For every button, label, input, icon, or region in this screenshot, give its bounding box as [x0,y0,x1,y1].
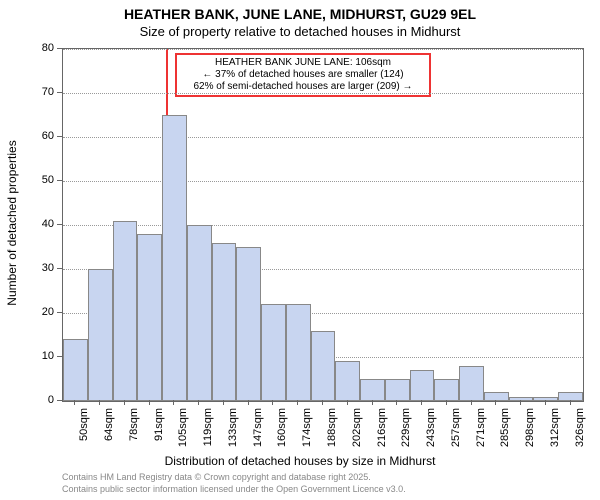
x-tick-label: 160sqm [276,408,288,458]
y-tick [57,48,62,49]
histogram-bar [261,304,286,401]
y-tick-label: 60 [30,130,54,142]
y-tick [57,312,62,313]
x-tick [99,400,100,405]
x-tick-label: 50sqm [78,408,90,458]
x-tick [297,400,298,405]
y-tick-label: 30 [30,262,54,274]
histogram-bar [113,221,138,401]
x-tick-label: 298sqm [524,408,536,458]
histogram-bar [459,366,484,401]
histogram-bar [533,397,558,401]
histogram-bar [558,392,583,401]
x-tick [248,400,249,405]
footer-line-1: Contains HM Land Registry data © Crown c… [62,472,371,482]
x-tick [520,400,521,405]
x-tick-label: 64sqm [103,408,115,458]
x-tick [74,400,75,405]
chart-container: HEATHER BANK, JUNE LANE, MIDHURST, GU29 … [0,0,600,500]
x-tick-label: 326sqm [574,408,586,458]
histogram-bar [286,304,311,401]
chart-title-line2: Size of property relative to detached ho… [0,24,600,39]
x-tick-label: 243sqm [425,408,437,458]
annotation-line-3: 62% of semi-detached houses are larger (… [181,81,425,93]
x-tick [396,400,397,405]
y-tick [57,400,62,401]
y-tick [57,92,62,93]
x-tick [272,400,273,405]
y-tick-label: 40 [30,218,54,230]
y-tick [57,356,62,357]
x-tick [372,400,373,405]
x-tick [149,400,150,405]
histogram-bar [434,379,459,401]
x-tick-label: 312sqm [549,408,561,458]
x-tick [347,400,348,405]
annotation-box: HEATHER BANK JUNE LANE: 106sqm ← 37% of … [175,53,431,97]
y-tick [57,224,62,225]
grid-line [63,137,583,138]
x-tick-label: 91sqm [153,408,165,458]
y-tick-label: 50 [30,174,54,186]
annotation-line-2: ← 37% of detached houses are smaller (12… [181,69,425,81]
grid-line [63,181,583,182]
histogram-bar [212,243,237,401]
footer-line-2: Contains public sector information licen… [62,484,406,494]
x-tick [198,400,199,405]
x-tick-label: 147sqm [252,408,264,458]
plot-area: HEATHER BANK JUNE LANE: 106sqm ← 37% of … [62,48,584,402]
histogram-bar [385,379,410,401]
annotation-line-1: HEATHER BANK JUNE LANE: 106sqm [181,57,425,69]
y-tick [57,136,62,137]
x-tick [173,400,174,405]
x-tick-label: 78sqm [128,408,140,458]
x-tick-label: 229sqm [400,408,412,458]
histogram-bar [162,115,187,401]
x-tick-label: 216sqm [376,408,388,458]
x-tick [495,400,496,405]
x-tick-label: 202sqm [351,408,363,458]
grid-line [63,225,583,226]
x-tick-label: 133sqm [227,408,239,458]
y-tick-label: 10 [30,350,54,362]
y-tick-label: 20 [30,306,54,318]
x-tick-label: 174sqm [301,408,313,458]
x-tick [124,400,125,405]
x-tick-label: 119sqm [202,408,214,458]
x-tick-label: 105sqm [177,408,189,458]
y-axis-label: Number of detached properties [5,123,19,323]
histogram-bar [63,339,88,401]
histogram-bar [410,370,435,401]
x-tick-label: 271sqm [475,408,487,458]
grid-line [63,93,583,94]
x-tick [570,400,571,405]
histogram-bar [311,331,336,401]
y-tick-label: 70 [30,86,54,98]
y-tick-label: 80 [30,42,54,54]
histogram-bar [335,361,360,401]
histogram-bar [360,379,385,401]
x-tick-label: 257sqm [450,408,462,458]
x-tick [421,400,422,405]
x-tick [223,400,224,405]
histogram-bar [137,234,162,401]
y-tick [57,180,62,181]
x-tick [446,400,447,405]
histogram-bar [88,269,113,401]
y-tick [57,268,62,269]
histogram-bar [236,247,261,401]
histogram-bar [187,225,212,401]
chart-title-line1: HEATHER BANK, JUNE LANE, MIDHURST, GU29 … [0,6,600,22]
x-tick-label: 188sqm [326,408,338,458]
x-tick [545,400,546,405]
x-tick-label: 285sqm [499,408,511,458]
x-tick [471,400,472,405]
y-tick-label: 0 [30,394,54,406]
grid-line [63,49,583,50]
x-tick [322,400,323,405]
